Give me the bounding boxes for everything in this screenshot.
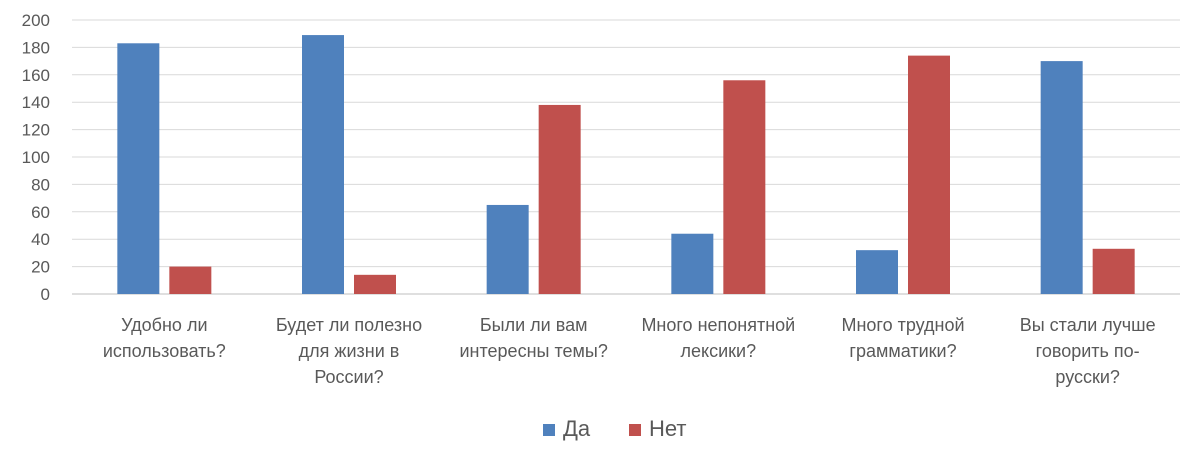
y-tick-label: 80 [31, 175, 50, 194]
legend-label-net: Нет [649, 416, 686, 441]
category-label: Много трудной грамматики? [841, 315, 964, 361]
y-tick-label: 60 [31, 203, 50, 222]
bar-da-6 [1040, 61, 1083, 294]
legend-swatch-net [629, 424, 641, 436]
y-tick-label: 140 [22, 93, 50, 112]
bar-da-1 [117, 43, 160, 294]
bars [117, 35, 1135, 295]
bar-net-6 [1092, 248, 1135, 294]
bar-da-4 [671, 233, 714, 294]
category-label: Удобно ли использовать? [103, 315, 226, 361]
category-label: Были ли вам интересны темы? [460, 315, 608, 361]
y-tick-label: 0 [41, 285, 50, 304]
bar-net-1 [169, 266, 212, 294]
y-tick-label: 180 [22, 38, 50, 57]
y-tick-label: 200 [22, 11, 50, 30]
bar-da-5 [856, 250, 898, 294]
x-axis-category-labels: Удобно ли использовать? Будет ли полезно дл… [103, 315, 1156, 387]
legend-label-da: Да [563, 416, 591, 441]
bar-da-2 [302, 35, 344, 294]
bar-net-5 [908, 55, 950, 295]
gridlines [72, 19, 1180, 295]
category-label: Будет ли полезно для жизни в России? [276, 315, 422, 387]
legend: Да Нет [543, 416, 686, 441]
bar-net-2 [354, 274, 396, 294]
bar-net-3 [538, 104, 581, 294]
y-tick-label: 40 [31, 230, 50, 249]
y-axis-tick-labels: 0 20 40 60 80 100 120 140 160 180 200 [22, 11, 50, 304]
bar-net-4 [723, 80, 766, 294]
y-tick-label: 160 [22, 66, 50, 85]
category-label: Много непонятной лексики? [641, 315, 795, 361]
y-tick-label: 100 [22, 148, 50, 167]
y-tick-label: 20 [31, 258, 50, 277]
bar-da-3 [486, 204, 529, 294]
y-tick-label: 120 [22, 121, 50, 140]
category-label: Вы стали лучше говорить по-русски? [1020, 315, 1156, 387]
legend-swatch-da [543, 424, 555, 436]
